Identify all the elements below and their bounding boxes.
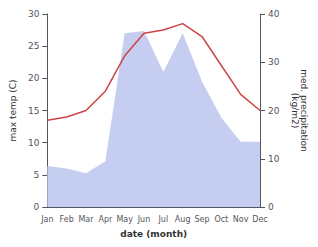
svg-text:Feb: Feb [60,215,74,224]
svg-text:30: 30 [268,57,280,67]
svg-text:15: 15 [28,106,39,116]
svg-text:10: 10 [268,154,280,164]
svg-text:med. precipitation: med. precipitation [298,69,309,152]
svg-text:5: 5 [34,170,40,180]
svg-text:(kg/m2): (kg/m2) [290,93,300,128]
svg-text:10: 10 [28,138,40,148]
svg-text:0: 0 [34,202,40,212]
svg-text:Oct: Oct [214,215,228,224]
svg-text:max temp (C): max temp (C) [8,79,18,141]
svg-text:Jun: Jun [137,215,151,224]
svg-text:0: 0 [268,202,274,212]
svg-text:30: 30 [28,9,40,19]
svg-text:May: May [116,215,133,224]
svg-text:Dec: Dec [252,215,267,224]
svg-text:Aug: Aug [175,215,191,224]
svg-text:Nov: Nov [233,215,249,224]
svg-text:20: 20 [268,106,280,116]
svg-text:40: 40 [268,9,280,19]
svg-text:Jan: Jan [40,215,53,224]
svg-text:Sep: Sep [194,215,209,224]
svg-text:Jul: Jul [158,215,169,224]
svg-text:20: 20 [28,73,40,83]
svg-text:Apr: Apr [98,215,113,224]
svg-text:Mar: Mar [78,215,94,224]
svg-text:25: 25 [28,41,39,51]
svg-text:date (month): date (month) [120,229,187,239]
